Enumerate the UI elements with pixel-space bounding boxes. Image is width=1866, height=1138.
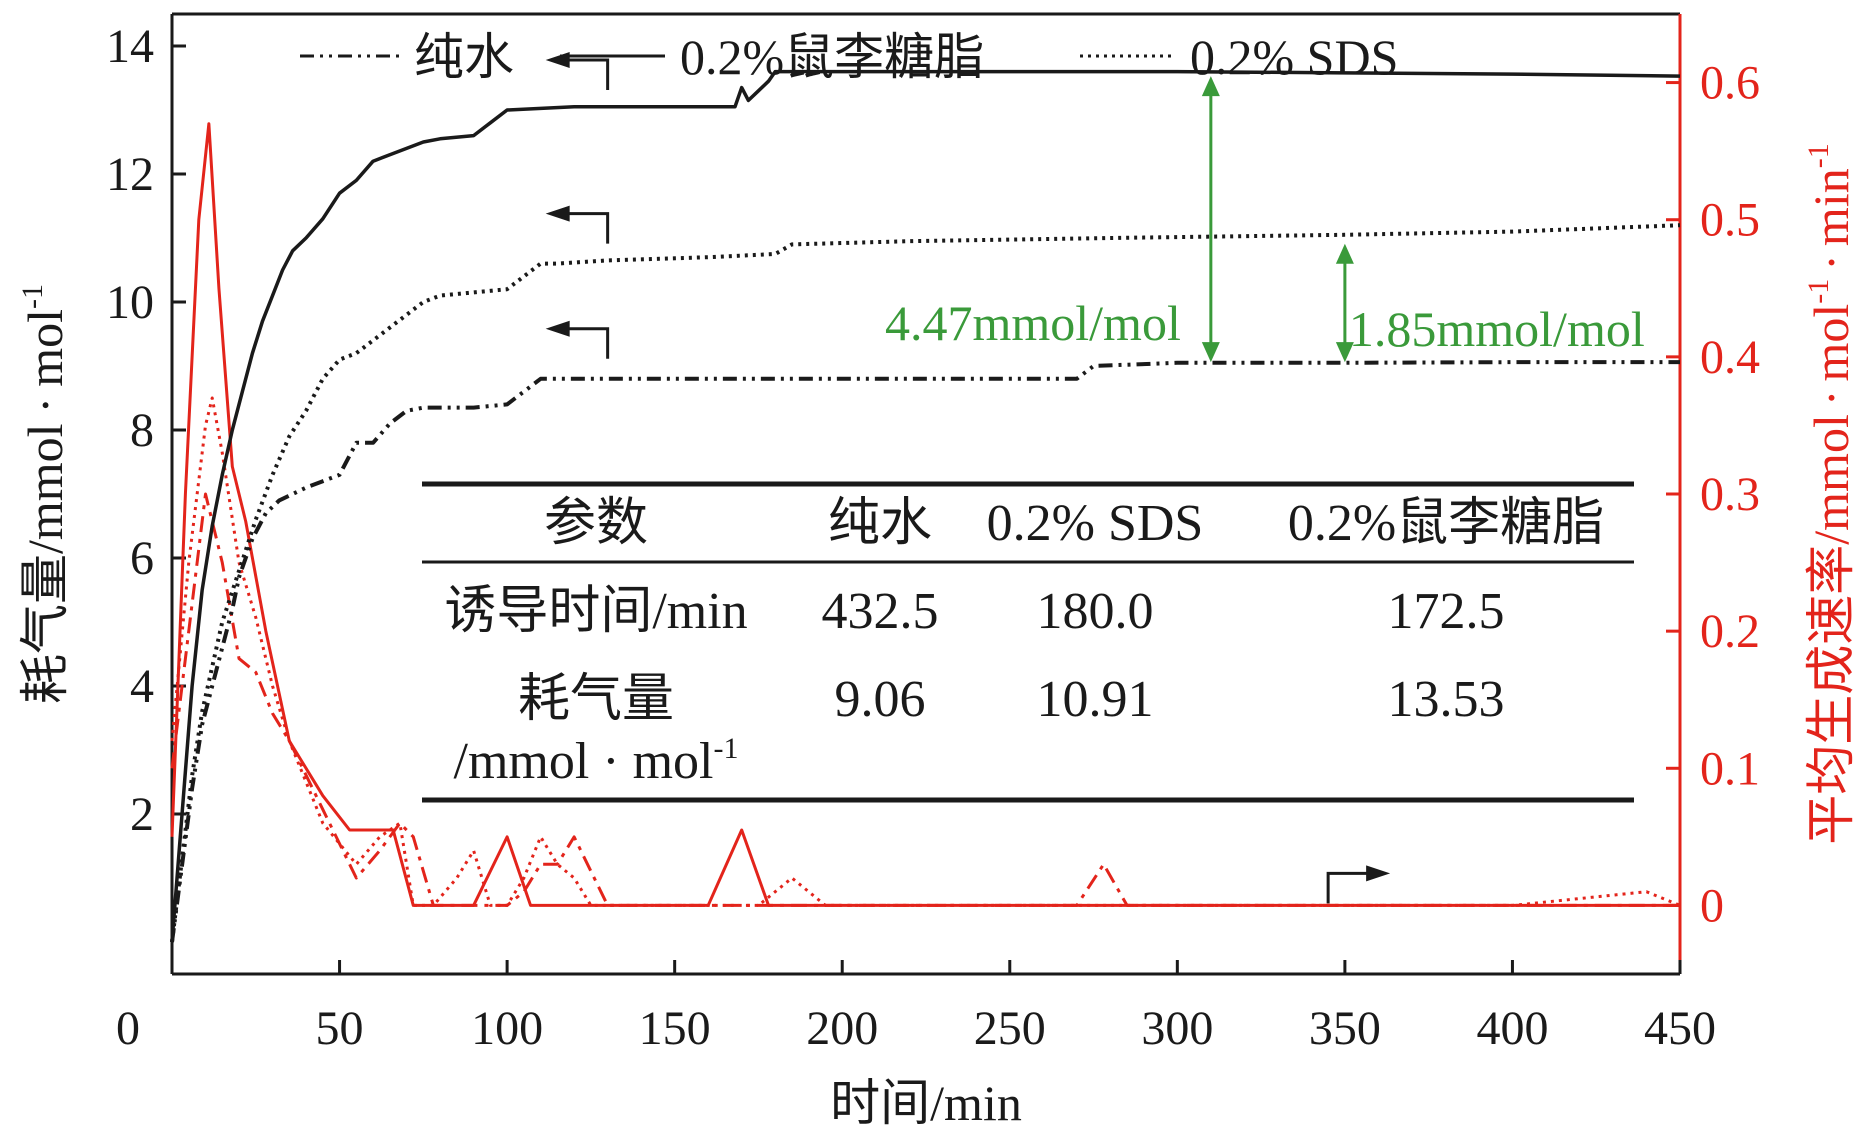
diff-arrow-sds-vs-water-head-bottom bbox=[1335, 342, 1354, 363]
x-axis-title: 时间/min bbox=[830, 1075, 1022, 1131]
left-axis-title-sup: -1 bbox=[16, 284, 49, 309]
direction-arrow-rhamnolipid-head bbox=[545, 52, 570, 68]
right-axis-title: 平均生成速率/mmol·mol-1·min-1 bbox=[1802, 143, 1859, 844]
table-header-rhamnolipid: 0.2%鼠李糖脂 bbox=[1288, 495, 1604, 552]
legend: 纯水 0.2%鼠李糖脂 0.2% SDS bbox=[300, 29, 1398, 85]
direction-arrow-sds bbox=[557, 212, 610, 244]
table-cell-induction-sds: 180.0 bbox=[1037, 583, 1154, 640]
table-cell-consumption-rhamnolipid: 13.53 bbox=[1388, 671, 1505, 728]
table-header-sds: 0.2% SDS bbox=[987, 495, 1204, 552]
x-tick-label: 0 bbox=[116, 1002, 140, 1055]
rate-line-sds bbox=[170, 396, 1681, 907]
direction-arrow-rate-head bbox=[1366, 865, 1391, 882]
diff-arrow-rhamnolipid-vs-water-head-top bbox=[1201, 76, 1220, 97]
right-axis-title-dot-1: · bbox=[1803, 390, 1859, 407]
right-y-tick-label: 0.4 bbox=[1700, 331, 1760, 384]
inset-table: 参数 纯水 0.2% SDS 0.2%鼠李糖脂 诱导时间/min 432.5 1… bbox=[422, 481, 1634, 803]
x-tick-label: 200 bbox=[806, 1002, 878, 1055]
table-row-unit-text: /mmol · mol bbox=[454, 733, 714, 790]
table-cell-induction-rhamnolipid: 172.5 bbox=[1388, 583, 1505, 640]
left-y-tick-label: 10 bbox=[106, 276, 154, 329]
right-axis-title-sup-2: -1 bbox=[1802, 143, 1835, 168]
left-axis-title: 耗气量/mmol · mol-1 bbox=[16, 284, 73, 704]
right-y-tick-label: 0.2 bbox=[1700, 605, 1760, 658]
left-y-tick-label: 8 bbox=[130, 404, 154, 457]
table-header-pure-water: 纯水 bbox=[828, 495, 932, 552]
x-tick-label: 450 bbox=[1644, 1002, 1716, 1055]
x-tick-label: 350 bbox=[1309, 1002, 1381, 1055]
right-y-tick-label: 0.5 bbox=[1700, 194, 1760, 247]
axis-ticks: 0 50 100 150 200 250 300 350 400 450 2 4 6 8 10 12 14 0 0.… bbox=[106, 20, 1760, 1055]
legend-label-rhamnolipid: 0.2%鼠李糖脂 bbox=[680, 29, 984, 85]
table-row-unit-sup: -1 bbox=[714, 732, 739, 765]
diff-arrow-sds-vs-water-head-top bbox=[1335, 243, 1354, 264]
x-tick-label: 400 bbox=[1476, 1002, 1548, 1055]
diff-label-sds-vs-water: 1.85mmol/mol bbox=[1349, 301, 1645, 357]
right-y-tick-label: 0.3 bbox=[1700, 468, 1760, 521]
annotations: 4.47mmol/mol 1.85mmol/mol bbox=[885, 76, 1645, 363]
x-tick-label: 100 bbox=[471, 1002, 543, 1055]
table-header-param: 参数 bbox=[544, 495, 648, 552]
legend-label-sds: 0.2% SDS bbox=[1190, 29, 1398, 85]
right-axis-title-main: 平均生成速率/mmol bbox=[1803, 414, 1859, 845]
series-layer bbox=[170, 52, 1681, 943]
x-tick-label: 150 bbox=[639, 1002, 711, 1055]
plot-frame bbox=[170, 12, 1682, 976]
right-axis-title-dot-2: · bbox=[1803, 254, 1859, 271]
table-cell-consumption-pure-water: 9.06 bbox=[835, 671, 926, 728]
left-y-tick-label: 4 bbox=[130, 660, 154, 713]
left-axis-title-main: 耗气量/mmol bbox=[17, 423, 73, 704]
diff-arrow-rhamnolipid-vs-water-head-bottom bbox=[1201, 342, 1220, 363]
left-y-tick-label: 6 bbox=[130, 532, 154, 585]
right-axis-title-unit-1: mol bbox=[1803, 304, 1859, 382]
table-row-label-gas-consumption-unit: /mmol · mol-1 bbox=[454, 732, 739, 790]
direction-arrow-pure-water-head bbox=[545, 320, 570, 337]
x-tick-label: 300 bbox=[1141, 1002, 1213, 1055]
table-cell-consumption-sds: 10.91 bbox=[1037, 671, 1154, 728]
left-y-tick-label: 2 bbox=[130, 788, 154, 841]
direction-arrow-pure-water bbox=[557, 327, 610, 359]
left-y-tick-label: 12 bbox=[106, 148, 154, 201]
direction-arrow-rhamnolipid bbox=[557, 58, 610, 90]
legend-label-pure-water: 纯水 bbox=[414, 29, 514, 85]
direction-arrow-rate bbox=[1326, 871, 1379, 904]
table-row-label-induction-time: 诱导时间/min bbox=[444, 583, 747, 640]
right-axis-title-unit-2: min bbox=[1803, 168, 1859, 246]
table-cell-induction-pure-water: 432.5 bbox=[822, 583, 939, 640]
direction-arrow-sds-head bbox=[545, 205, 570, 222]
left-y-tick-label: 14 bbox=[106, 20, 154, 73]
x-tick-label: 50 bbox=[316, 1002, 364, 1055]
left-axis-title-unit: mol bbox=[17, 309, 73, 387]
consumption-line-rhamnolipid bbox=[170, 69, 1681, 943]
table-row-label-gas-consumption: 耗气量 bbox=[518, 671, 674, 728]
diff-label-rhamnolipid-vs-water: 4.47mmol/mol bbox=[885, 295, 1181, 351]
right-axis-title-sup-1: -1 bbox=[1802, 279, 1835, 304]
left-axis-title-dot: · bbox=[17, 397, 73, 414]
right-y-tick-label: 0.1 bbox=[1700, 742, 1760, 795]
right-y-tick-label: 0 bbox=[1700, 879, 1724, 932]
consumption-line-pure-water bbox=[170, 360, 1680, 943]
rate-line-pure-water bbox=[170, 492, 1680, 907]
x-tick-label: 250 bbox=[974, 1002, 1046, 1055]
right-y-tick-label: 0.6 bbox=[1700, 57, 1760, 110]
